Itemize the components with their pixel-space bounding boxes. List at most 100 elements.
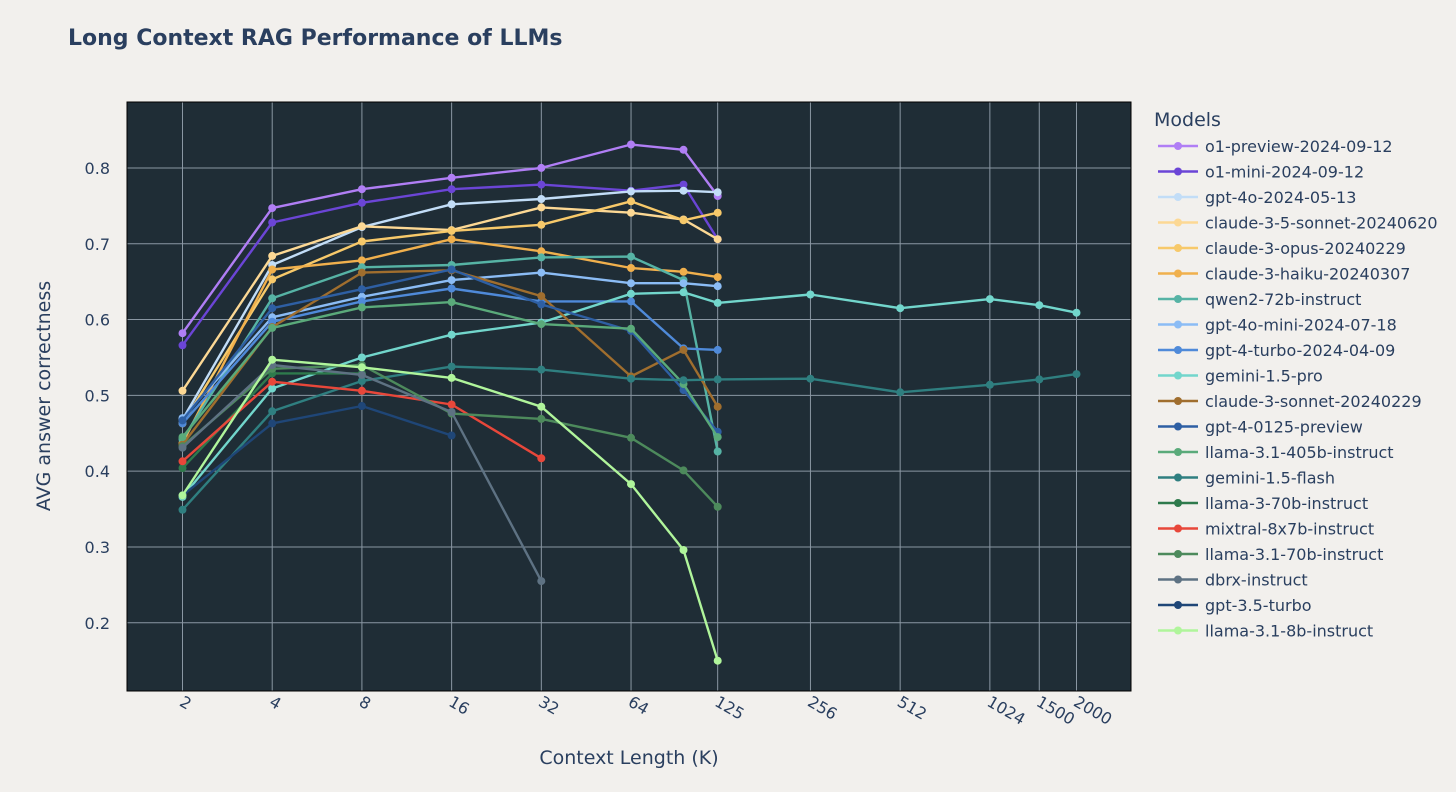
legend-item[interactable]: llama-3.1-405b-instruct bbox=[1158, 443, 1394, 462]
series-line[interactable] bbox=[181, 404, 452, 497]
data-point[interactable] bbox=[447, 298, 456, 307]
legend-item[interactable]: gpt-4o-mini-2024-07-18 bbox=[1158, 316, 1397, 335]
series-line[interactable] bbox=[181, 363, 719, 508]
data-point[interactable] bbox=[627, 140, 635, 149]
data-point[interactable] bbox=[713, 375, 722, 384]
data-point[interactable] bbox=[627, 480, 635, 489]
data-point[interactable] bbox=[627, 297, 635, 306]
data-point[interactable] bbox=[447, 276, 456, 285]
series-line[interactable] bbox=[181, 200, 718, 425]
series-line[interactable] bbox=[181, 143, 719, 334]
data-point[interactable] bbox=[713, 188, 722, 197]
data-point[interactable] bbox=[357, 370, 366, 379]
data-point[interactable] bbox=[268, 384, 277, 393]
data-point[interactable] bbox=[357, 353, 366, 362]
data-point[interactable] bbox=[679, 345, 688, 354]
data-point[interactable] bbox=[357, 185, 366, 194]
data-point[interactable] bbox=[537, 268, 546, 277]
legend-item[interactable]: llama-3-70b-instruct bbox=[1158, 494, 1368, 513]
data-point[interactable] bbox=[627, 279, 635, 288]
series-line[interactable] bbox=[181, 358, 719, 662]
data-point[interactable] bbox=[537, 203, 546, 212]
data-point[interactable] bbox=[178, 386, 187, 395]
legend-item[interactable]: gemini-1.5-pro bbox=[1158, 367, 1323, 386]
data-point[interactable] bbox=[627, 208, 635, 217]
data-point[interactable] bbox=[627, 187, 635, 196]
data-point[interactable] bbox=[268, 419, 277, 428]
data-point[interactable] bbox=[447, 200, 456, 209]
data-point[interactable] bbox=[268, 294, 277, 303]
legend-item[interactable]: gemini-1.5-flash bbox=[1158, 469, 1335, 488]
data-point[interactable] bbox=[679, 267, 688, 276]
data-point[interactable] bbox=[679, 546, 688, 554]
legend-item[interactable]: claude-3-sonnet-20240229 bbox=[1158, 392, 1422, 411]
data-point[interactable] bbox=[713, 402, 722, 411]
data-point[interactable] bbox=[537, 365, 546, 374]
data-point[interactable] bbox=[268, 218, 277, 227]
data-point[interactable] bbox=[447, 284, 456, 293]
legend[interactable]: Models o1-preview-2024-09-12 o1-mini-2024… bbox=[1154, 109, 1438, 641]
data-point[interactable] bbox=[537, 402, 546, 411]
data-point[interactable] bbox=[447, 235, 456, 244]
data-point[interactable] bbox=[357, 363, 366, 372]
data-point[interactable] bbox=[268, 204, 277, 213]
series-dbrx-instruct[interactable] bbox=[178, 361, 546, 586]
data-point[interactable] bbox=[357, 297, 366, 306]
data-point[interactable] bbox=[537, 180, 546, 189]
data-point[interactable] bbox=[679, 466, 688, 475]
data-point[interactable] bbox=[713, 656, 722, 665]
series-gemini-1.5-flash[interactable] bbox=[178, 362, 1081, 514]
data-point[interactable] bbox=[627, 324, 635, 333]
series-line[interactable] bbox=[181, 269, 719, 446]
data-point[interactable] bbox=[713, 208, 722, 217]
data-point[interactable] bbox=[679, 180, 688, 189]
data-point[interactable] bbox=[268, 355, 277, 364]
data-point[interactable] bbox=[985, 380, 994, 389]
data-point[interactable] bbox=[627, 252, 635, 261]
data-point[interactable] bbox=[537, 577, 546, 586]
data-point[interactable] bbox=[268, 304, 277, 313]
data-point[interactable] bbox=[713, 282, 722, 291]
legend-item[interactable]: qwen2-72b-instruct bbox=[1158, 290, 1361, 309]
data-point[interactable] bbox=[896, 388, 905, 397]
data-point[interactable] bbox=[537, 454, 546, 463]
data-point[interactable] bbox=[713, 273, 722, 282]
data-point[interactable] bbox=[357, 402, 366, 410]
data-point[interactable] bbox=[713, 298, 722, 307]
data-point[interactable] bbox=[447, 330, 456, 339]
data-point[interactable] bbox=[537, 163, 546, 172]
data-point[interactable] bbox=[806, 290, 815, 299]
legend-item[interactable]: gpt-3.5-turbo bbox=[1158, 596, 1312, 615]
series-mixtral-8x7b-instruct[interactable] bbox=[178, 377, 546, 466]
series-line[interactable] bbox=[181, 255, 719, 452]
data-point[interactable] bbox=[713, 345, 722, 354]
data-point[interactable] bbox=[679, 279, 688, 288]
data-point[interactable] bbox=[1035, 375, 1044, 384]
legend-item[interactable]: claude-3-5-sonnet-20240620 bbox=[1158, 214, 1438, 233]
data-point[interactable] bbox=[537, 292, 546, 301]
data-point[interactable] bbox=[447, 265, 456, 274]
data-point[interactable] bbox=[357, 237, 366, 246]
data-point[interactable] bbox=[357, 256, 366, 265]
data-point[interactable] bbox=[268, 251, 277, 260]
data-point[interactable] bbox=[537, 253, 546, 262]
data-point[interactable] bbox=[679, 145, 688, 154]
data-point[interactable] bbox=[447, 408, 456, 416]
data-point[interactable] bbox=[268, 377, 277, 386]
data-point[interactable] bbox=[627, 264, 635, 272]
data-point[interactable] bbox=[537, 220, 546, 229]
data-point[interactable] bbox=[627, 433, 635, 442]
data-point[interactable] bbox=[679, 288, 688, 297]
data-point[interactable] bbox=[178, 443, 187, 452]
data-point[interactable] bbox=[357, 285, 366, 294]
data-point[interactable] bbox=[268, 323, 277, 332]
data-point[interactable] bbox=[713, 433, 722, 442]
data-point[interactable] bbox=[1072, 308, 1081, 317]
data-point[interactable] bbox=[627, 289, 635, 298]
legend-item[interactable]: claude-3-opus-20240229 bbox=[1158, 239, 1406, 258]
data-point[interactable] bbox=[713, 447, 722, 456]
data-point[interactable] bbox=[1072, 370, 1081, 379]
data-point[interactable] bbox=[447, 431, 456, 440]
data-point[interactable] bbox=[357, 386, 366, 395]
legend-item[interactable]: gpt-4-turbo-2024-04-09 bbox=[1158, 341, 1395, 360]
